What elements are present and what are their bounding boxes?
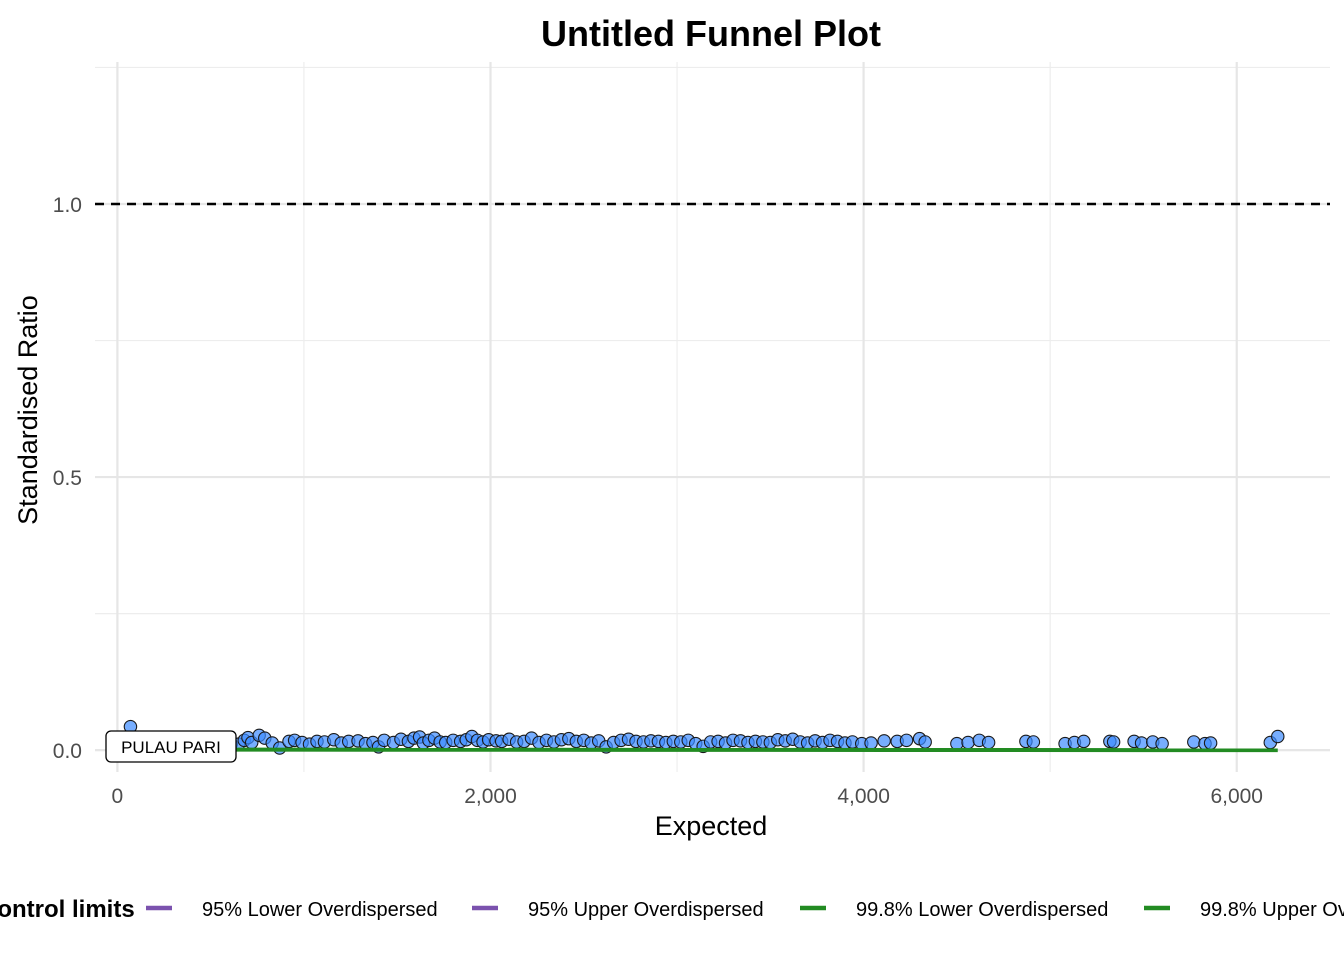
data-point (877, 734, 891, 748)
data-point (918, 735, 932, 749)
legend-item: 99.8% Upper Overdispersed (1144, 899, 1344, 921)
chart-title: Untitled Funnel Plot (541, 13, 881, 54)
data-point (899, 733, 914, 748)
legend-label: 99.8% Upper Overdispersed (1200, 899, 1344, 921)
data-point (1106, 735, 1121, 749)
data-point (1271, 729, 1285, 744)
data-point (1076, 734, 1091, 749)
data-point (1026, 735, 1041, 749)
outlier-label-text: PULAU PARI (121, 738, 221, 757)
legend-item: 99.8% Lower Overdispersed (800, 899, 1108, 921)
legend-label: 95% Lower Overdispersed (202, 899, 438, 921)
outlier-label-box (105, 730, 237, 763)
data-point (1155, 736, 1169, 751)
legend: Control limits 95% Lower Overdispersed95… (0, 896, 1344, 923)
control-limit-line (219, 747, 1278, 753)
x-axis-title: Expected (655, 811, 768, 841)
data-point (1187, 735, 1201, 749)
data-point (981, 735, 996, 750)
x-tick-label: 2,000 (464, 785, 517, 808)
x-tick-label: 0 (112, 785, 124, 808)
major-gridlines (95, 62, 1330, 772)
y-axis-tick-labels: 0.0 0.5 1.0 (53, 194, 82, 763)
y-tick-label: 0.5 (53, 467, 82, 490)
x-tick-label: 4,000 (837, 785, 890, 808)
y-tick-label: 0.0 (53, 740, 82, 763)
legend-item: 95% Lower Overdispersed (146, 899, 438, 921)
legend-label: 95% Upper Overdispersed (528, 899, 764, 921)
data-point (961, 735, 975, 750)
x-tick-label: 6,000 (1210, 785, 1263, 808)
outlier-label: PULAU PARI (105, 730, 237, 763)
data-point (1134, 736, 1149, 750)
legend-item: 95% Upper Overdispersed (472, 899, 764, 921)
y-axis-title: Standardised Ratio (13, 295, 43, 525)
legend-label: 99.8% Lower Overdispersed (856, 899, 1108, 921)
data-point (950, 736, 964, 751)
minor-gridlines (95, 62, 1330, 772)
legend-title: Control limits (0, 896, 135, 923)
legend-items: 95% Lower Overdispersed 95% Upper Overdis… (146, 899, 1344, 921)
data-point (864, 736, 878, 750)
x-axis-tick-labels: 0 2,000 4,000 6,000 (112, 785, 1263, 808)
y-tick-label: 1.0 (53, 194, 82, 217)
data-point (1203, 736, 1218, 750)
